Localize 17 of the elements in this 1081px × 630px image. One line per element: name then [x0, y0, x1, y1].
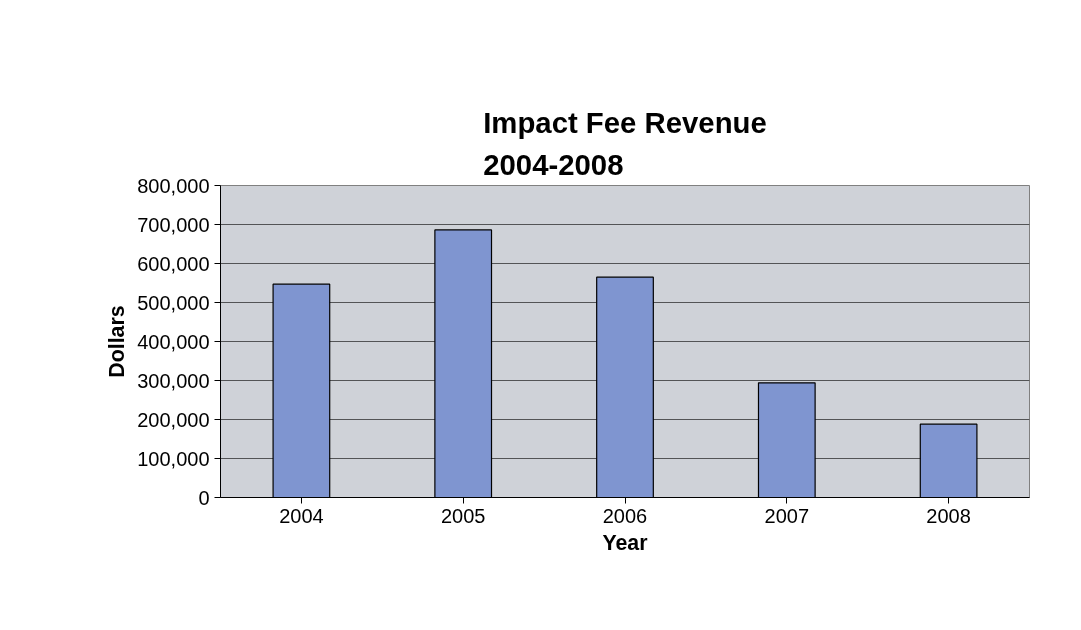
- y-tick-label: 800,000: [137, 174, 210, 197]
- y-tick-label: 700,000: [137, 213, 210, 236]
- y-tick-label: 100,000: [137, 447, 210, 470]
- x-tick-label: 2004: [279, 504, 324, 527]
- chart-title: Impact Fee Revenue 2004-2008: [483, 106, 767, 181]
- y-tick-label: 600,000: [137, 252, 210, 275]
- x-axis-title: Year: [602, 530, 648, 555]
- x-tick-label: 2005: [440, 504, 486, 527]
- x-tick-label: 2008: [926, 504, 971, 527]
- y-tick-label: 200,000: [137, 408, 210, 431]
- y-tick-label: 500,000: [137, 291, 210, 314]
- y-tick-label: 0: [198, 486, 210, 509]
- x-tick-label: 2006: [602, 504, 648, 527]
- y-tick-label: 400,000: [137, 330, 210, 353]
- x-tick-label: 2007: [764, 504, 810, 527]
- y-axis-title: Dollars: [105, 305, 130, 378]
- y-tick-label: 300,000: [137, 369, 210, 392]
